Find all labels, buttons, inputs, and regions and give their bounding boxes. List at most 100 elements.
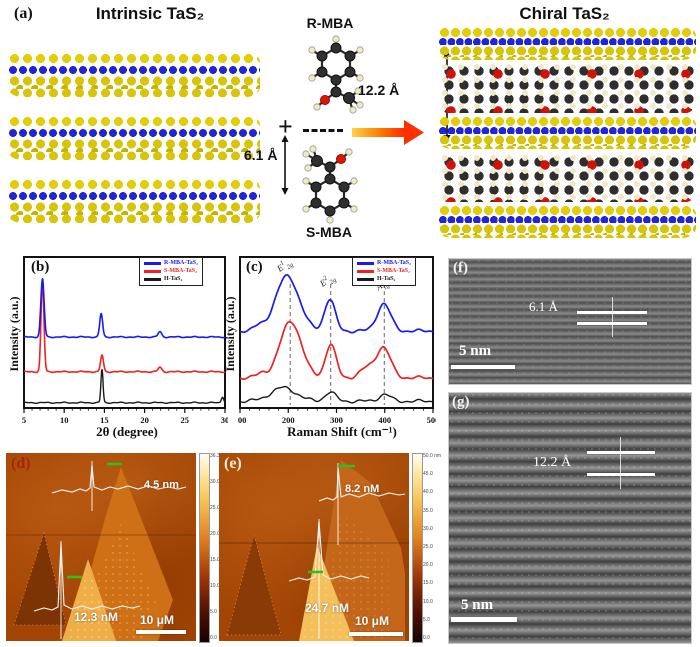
afm-e-scale-bar bbox=[349, 632, 403, 636]
measure-line bbox=[587, 473, 655, 476]
colorbar-tick-label: 20.0 bbox=[210, 531, 220, 537]
colorbar-tick-label: 5.0 bbox=[210, 609, 217, 615]
measure-line bbox=[587, 451, 655, 454]
legend-swatch bbox=[357, 262, 374, 265]
colorbar-tick-label: 0.0 bbox=[210, 635, 217, 641]
legend-label: H-TaS₂ bbox=[377, 276, 396, 282]
intercalated-molecules-band bbox=[440, 63, 694, 113]
legend-swatch bbox=[357, 278, 374, 281]
panel-d-label: (d) bbox=[11, 455, 31, 472]
tas2-layer bbox=[8, 52, 260, 97]
plus-sign: + bbox=[278, 112, 293, 141]
svg-text:10: 10 bbox=[60, 415, 68, 425]
tas2-layer bbox=[8, 178, 260, 223]
svg-text:25: 25 bbox=[181, 415, 190, 425]
colorbar-tick-label: 35.0 bbox=[423, 507, 433, 514]
spacing-12-2-label: 12.2 Å bbox=[358, 82, 400, 98]
afm-d-scale-bar bbox=[136, 630, 186, 634]
tem-g-scale-label: 5 nm bbox=[461, 597, 494, 613]
legend-item: S-MBA-TaS₂ bbox=[144, 268, 198, 275]
tas2-layer bbox=[438, 26, 696, 60]
tem-image-intrinsic: (f) 6.1 Å 5 nm bbox=[448, 258, 692, 385]
legend-swatch bbox=[144, 262, 161, 265]
colorbar-tick-label: 30.0 bbox=[210, 479, 220, 485]
svg-text:30: 30 bbox=[221, 415, 228, 425]
svg-text:300: 300 bbox=[330, 415, 343, 425]
afm-e-scale-label: 10 μM bbox=[355, 614, 390, 628]
raman-x-axis-label: Raman Shift (cm⁻¹) bbox=[287, 424, 397, 439]
colorbar-tick-label: 10.0 bbox=[423, 598, 433, 605]
svg-text:500: 500 bbox=[427, 415, 436, 425]
afm-d-colorbar bbox=[199, 453, 210, 643]
s-mba-label: S-MBA bbox=[306, 224, 352, 240]
colorbar-tick-label: 15.0 bbox=[423, 580, 433, 587]
legend-swatch bbox=[144, 270, 161, 273]
colorbar-tick-label: 25.0 bbox=[423, 543, 433, 550]
colorbar-tick-label: 25.0 bbox=[210, 505, 220, 511]
panel-a-label: (a) bbox=[14, 5, 33, 22]
afm-e-colorbar bbox=[412, 453, 423, 643]
afm-d-scale-label: 10 μM bbox=[140, 613, 175, 627]
r-mba-label: R-MBA bbox=[306, 15, 354, 31]
colorbar-tick-label: 30.0 bbox=[423, 525, 433, 532]
afm-e-overlay bbox=[219, 460, 409, 641]
panel-c-label: (c) bbox=[246, 259, 263, 275]
tem-image-chiral: (g) 12.2 Å 5 nm bbox=[448, 392, 692, 644]
legend-item: H-TaS₂ bbox=[357, 276, 411, 283]
tem-f-scale-label: 5 nm bbox=[459, 343, 492, 359]
spacing-6-1-label: 6.1 Å bbox=[244, 147, 278, 163]
panel-g-label: (g) bbox=[452, 394, 470, 410]
xrd-plot: 5 10 15 20 25 30 bbox=[22, 256, 228, 425]
colorbar-tick-label: 15.0 bbox=[210, 557, 220, 563]
svg-text:200: 200 bbox=[282, 415, 295, 425]
svg-text:A1g: A1g bbox=[373, 277, 392, 296]
measure-hairline bbox=[620, 437, 621, 489]
tas2-layer bbox=[438, 204, 696, 238]
colorbar-tick-label: 45.0 bbox=[423, 471, 433, 478]
colorbar-tick-label: 0.0 bbox=[423, 634, 430, 641]
r-mba-molecule bbox=[307, 34, 365, 115]
colorbar-tick-label: 50.0 nm bbox=[423, 453, 442, 459]
svg-text:20: 20 bbox=[140, 415, 149, 425]
legend-item: R-MBA-TaS₂ bbox=[357, 260, 411, 267]
raman-plot: 100 200 300 400 500 E12g E22g A1g bbox=[238, 255, 436, 425]
afm-e-height-bottom: 24.7 nM bbox=[305, 601, 350, 615]
tas2-layer bbox=[8, 115, 260, 160]
colorbar-tick-label: 40.0 bbox=[423, 489, 433, 496]
svg-text:E12g: E12g bbox=[274, 255, 296, 276]
legend-label: S-MBA-TaS₂ bbox=[164, 268, 197, 274]
measure-hairline bbox=[612, 297, 613, 337]
dashed-divider bbox=[303, 129, 343, 132]
xrd-y-axis-label: Intensity (a.u.) bbox=[7, 296, 21, 372]
xrd-x-axis-label: 2θ (degree) bbox=[96, 424, 158, 439]
chiral-structure bbox=[438, 26, 696, 240]
legend-label: H-TaS₂ bbox=[164, 276, 183, 282]
s-mba-molecule bbox=[301, 144, 359, 225]
legend-swatch bbox=[357, 270, 374, 273]
legend-item: S-MBA-TaS₂ bbox=[357, 268, 411, 275]
panel-b-label: (b) bbox=[31, 259, 50, 275]
intrinsic-structure bbox=[8, 34, 260, 234]
tem-g-scale-bar bbox=[451, 617, 517, 622]
chiral-tas2-title: Chiral TaS₂ bbox=[519, 4, 610, 23]
panel-e-label: (e) bbox=[224, 455, 242, 472]
afm-e-colorbar-labels: 50.0 nm 45.0 40.0 35.0 30.0 25.0 20.0 15.0 10.0 5… bbox=[423, 453, 445, 641]
afm-image-chiral: (e) 8.2 nM 24.7 nM 10 μM bbox=[219, 453, 409, 641]
legend-label: R-MBA-TaS₂ bbox=[377, 260, 411, 266]
colorbar-tick-label: 20.0 bbox=[423, 562, 433, 569]
intercalated-molecules-band bbox=[440, 154, 694, 202]
legend-label: S-MBA-TaS₂ bbox=[377, 268, 410, 274]
afm-d-height-top: 4.5 nm bbox=[144, 479, 179, 491]
legend-label: R-MBA-TaS₂ bbox=[164, 260, 198, 266]
xrd-legend: R-MBA-TaS₂ S-MBA-TaS₂ H-TaS₂ bbox=[139, 257, 203, 286]
tem-f-spacing-label: 6.1 Å bbox=[529, 299, 558, 314]
svg-text:400: 400 bbox=[378, 415, 391, 425]
spacing-6-1-arrow bbox=[281, 135, 289, 195]
afm-d-height-bottom: 12.3 nM bbox=[74, 610, 119, 624]
intrinsic-tas2-title: Intrinsic TaS₂ bbox=[95, 4, 205, 23]
svg-text:15: 15 bbox=[100, 415, 109, 425]
tas2-layer bbox=[438, 115, 696, 149]
raman-y-axis-label: Intensity (a.u.) bbox=[223, 296, 237, 372]
reaction-arrow bbox=[352, 120, 424, 145]
raman-legend: R-MBA-TaS₂ S-MBA-TaS₂ H-TaS₂ bbox=[352, 257, 416, 286]
